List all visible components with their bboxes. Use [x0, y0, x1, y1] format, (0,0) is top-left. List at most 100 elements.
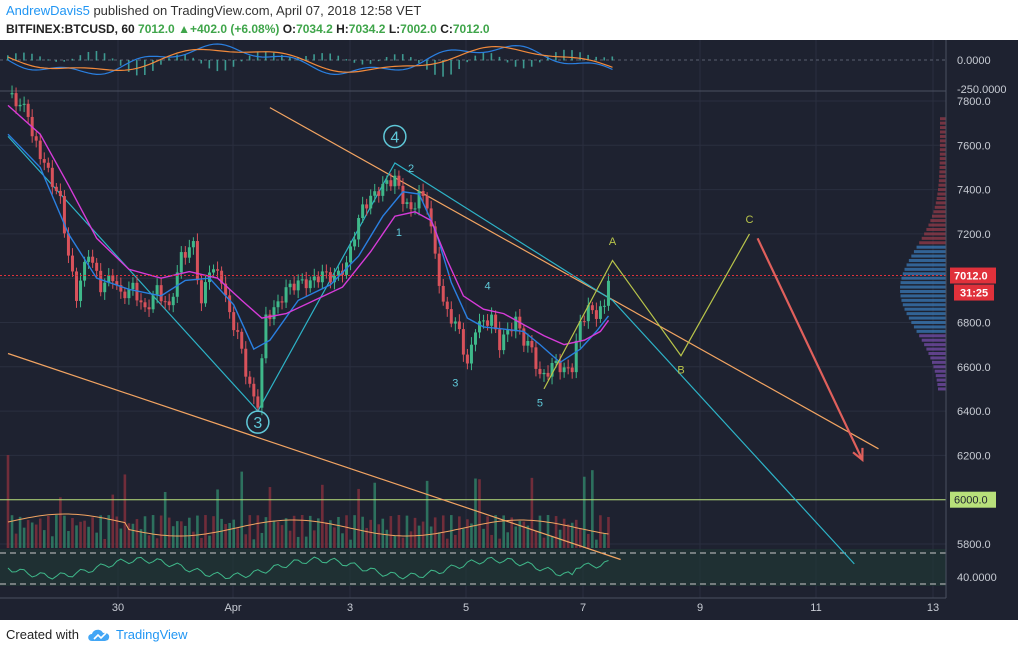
profile-bar	[901, 298, 946, 302]
volume-bar	[349, 539, 352, 548]
candle-body	[139, 300, 143, 303]
volume-ma-line	[7, 513, 609, 537]
osc-histogram-bar	[15, 53, 17, 61]
volume-bar	[304, 536, 308, 548]
candle-body	[248, 376, 252, 384]
candle-body	[550, 362, 554, 377]
volume-bar	[429, 526, 433, 548]
candle-body	[490, 314, 494, 326]
volume-bar	[196, 515, 199, 548]
profile-bar	[906, 263, 946, 267]
volume-bar	[143, 516, 147, 548]
profile-bar	[939, 130, 946, 134]
volume-bar	[321, 484, 324, 548]
publish-line: AndrewDavis5 published on TradingView.co…	[6, 3, 421, 18]
volume-bar	[582, 476, 586, 548]
price-tick-label: 6200.0	[957, 450, 991, 462]
target-arrow-line	[756, 237, 864, 461]
osc-histogram-bar	[168, 58, 170, 61]
candle-body	[514, 316, 518, 332]
candle-body	[107, 275, 111, 283]
volume-bar	[272, 520, 276, 548]
volume-bar	[236, 528, 240, 548]
candle-body	[54, 186, 58, 191]
volume-bar	[216, 489, 219, 548]
volume-bar	[570, 522, 574, 548]
volume-profile	[900, 117, 946, 391]
ma-magenta-line	[7, 104, 610, 346]
osc-histogram-bar	[305, 55, 307, 61]
osc-histogram-bar	[216, 60, 219, 72]
candle-body	[163, 301, 167, 303]
candle-body	[389, 180, 393, 187]
candle-body	[357, 218, 361, 240]
volume-bar	[308, 515, 312, 548]
price-change: +402.0 (+6.08%)	[189, 22, 280, 36]
volume-bar	[550, 535, 554, 548]
osc-histogram-bar	[23, 52, 25, 61]
candle-body	[171, 296, 175, 306]
profile-bar	[937, 387, 946, 391]
candle-body	[328, 272, 332, 283]
price-tick-label: 7400.0	[957, 185, 991, 197]
time-tick-label: 11	[810, 602, 821, 614]
volume-bar	[450, 515, 453, 548]
volume-bar	[87, 526, 90, 548]
profile-bar	[939, 148, 946, 152]
volume-bars	[6, 455, 610, 548]
osc-histogram-bar	[160, 60, 162, 65]
candle-body	[75, 271, 79, 301]
volume-bar	[99, 515, 102, 548]
candle-body	[469, 344, 473, 364]
candle-body	[280, 301, 284, 303]
high-value: 7034.2	[348, 22, 386, 36]
candle-body	[498, 329, 502, 351]
candle-body	[70, 255, 74, 272]
tradingview-cloud-icon[interactable]	[86, 626, 112, 649]
volume-bar	[18, 516, 22, 548]
volume-bar	[397, 515, 401, 548]
volume-bar	[14, 533, 18, 548]
candle-body	[208, 272, 211, 283]
candle-body	[393, 175, 397, 187]
candle-body	[260, 358, 264, 408]
candle-body	[590, 305, 594, 311]
volume-bar	[260, 532, 264, 548]
candle-body	[159, 285, 163, 302]
osc-histogram-bar	[458, 60, 460, 70]
volume-bar	[111, 494, 115, 548]
profile-bar	[924, 343, 946, 347]
profile-bar	[900, 289, 946, 293]
volume-bar	[518, 520, 522, 548]
profile-bar	[916, 245, 946, 249]
time-axis[interactable]: 30 Apr 3 5 7 9 11 13	[112, 602, 939, 614]
osc-histogram-bar	[248, 55, 251, 61]
volume-bar	[409, 531, 413, 548]
profile-bar	[900, 285, 946, 289]
osc-histogram-bar	[522, 60, 525, 69]
profile-bar	[901, 276, 946, 280]
candle-body	[574, 340, 578, 373]
candle-body	[441, 285, 445, 302]
rsi-band	[0, 549, 946, 586]
candle-body	[598, 306, 602, 319]
candle-body	[453, 321, 457, 324]
candle-body	[236, 330, 240, 332]
profile-bar	[921, 236, 946, 240]
author-link[interactable]: AndrewDavis5	[6, 3, 90, 18]
tradingview-link[interactable]: TradingView	[116, 627, 188, 642]
candle-body	[50, 167, 54, 187]
volume-bar	[607, 516, 610, 548]
osc-histogram-bar	[571, 50, 573, 61]
price-axis-panel[interactable]	[946, 40, 1018, 620]
volume-bar	[325, 522, 328, 548]
candle-body	[155, 285, 159, 296]
candle-body	[264, 314, 268, 359]
candle-body	[486, 320, 490, 326]
candle-body	[429, 208, 433, 227]
candle-body	[220, 270, 224, 284]
candle-body	[127, 289, 131, 299]
volume-bar	[413, 517, 417, 548]
